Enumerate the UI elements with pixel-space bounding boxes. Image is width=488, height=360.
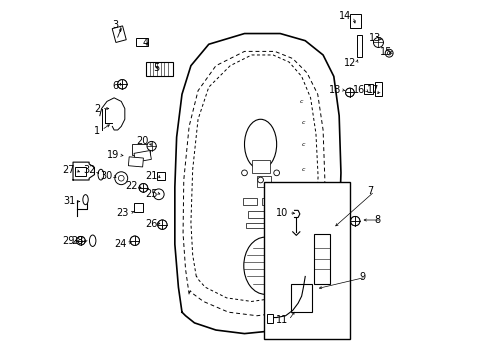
Circle shape [373, 37, 383, 48]
Circle shape [345, 88, 353, 97]
Bar [157, 172, 164, 180]
Text: 30: 30 [100, 171, 112, 181]
Text: 4: 4 [142, 38, 148, 48]
Circle shape [350, 216, 359, 226]
Text: 22: 22 [124, 181, 137, 192]
Ellipse shape [89, 235, 96, 247]
Bar [112, 26, 126, 42]
Bar [313, 234, 329, 284]
Bar [75, 167, 85, 176]
Text: c: c [301, 167, 305, 172]
Text: c: c [301, 142, 305, 147]
Circle shape [77, 237, 85, 245]
Bar [251, 160, 269, 173]
Text: 8: 8 [374, 215, 380, 225]
Text: 13: 13 [368, 33, 380, 43]
Text: 23: 23 [117, 208, 129, 218]
Text: 21: 21 [145, 171, 158, 181]
Bar [257, 176, 271, 187]
Text: 24: 24 [114, 239, 126, 249]
Circle shape [115, 172, 127, 185]
Text: 26: 26 [145, 219, 158, 229]
Text: c: c [299, 99, 303, 104]
Circle shape [153, 189, 164, 200]
Circle shape [139, 184, 147, 192]
Ellipse shape [244, 119, 276, 169]
Bar [262, 198, 276, 205]
Text: 9: 9 [358, 272, 365, 282]
Text: 5: 5 [153, 63, 160, 73]
Bar [242, 198, 257, 205]
Text: 2: 2 [94, 104, 100, 113]
Text: 19: 19 [106, 150, 119, 160]
Text: 31: 31 [63, 197, 76, 206]
Circle shape [257, 177, 263, 183]
Circle shape [147, 141, 156, 151]
Text: 12: 12 [343, 58, 355, 68]
Text: 7: 7 [367, 186, 373, 197]
Circle shape [118, 80, 127, 89]
Circle shape [350, 216, 359, 226]
Bar [134, 150, 151, 162]
Text: 32: 32 [83, 165, 95, 175]
Ellipse shape [98, 169, 103, 180]
Text: 15: 15 [379, 47, 391, 57]
Circle shape [345, 88, 353, 97]
Bar [135, 38, 148, 46]
Text: 11: 11 [275, 315, 287, 325]
Bar [132, 144, 149, 155]
Text: 17: 17 [366, 85, 379, 95]
Ellipse shape [82, 195, 88, 204]
Bar [374, 82, 381, 96]
Text: 3: 3 [112, 19, 119, 30]
Text: 16: 16 [352, 85, 365, 95]
Text: 14: 14 [339, 12, 351, 21]
Circle shape [118, 80, 127, 89]
Circle shape [157, 220, 166, 229]
Circle shape [130, 236, 139, 246]
Bar [264, 182, 349, 339]
Text: 6: 6 [112, 81, 119, 91]
Circle shape [385, 49, 392, 57]
Bar [349, 14, 360, 28]
Bar [356, 35, 362, 57]
Text: 20: 20 [136, 136, 148, 147]
Text: 1: 1 [94, 126, 100, 136]
Circle shape [157, 220, 166, 229]
Circle shape [130, 236, 139, 246]
Bar [146, 62, 173, 76]
Bar [266, 314, 273, 323]
Text: 27: 27 [62, 165, 74, 175]
Text: 29: 29 [62, 237, 74, 247]
Text: 10: 10 [275, 208, 287, 218]
Circle shape [118, 175, 124, 181]
Circle shape [139, 184, 147, 192]
Bar [364, 84, 372, 94]
Ellipse shape [244, 237, 286, 294]
Bar [128, 157, 143, 167]
Circle shape [77, 237, 85, 245]
Bar [134, 203, 142, 212]
Text: 28: 28 [71, 237, 83, 247]
Bar [247, 211, 269, 217]
Circle shape [241, 170, 247, 176]
Text: 25: 25 [145, 189, 158, 199]
Text: c: c [301, 120, 305, 125]
Circle shape [273, 170, 279, 176]
Circle shape [386, 51, 390, 55]
Bar [290, 284, 312, 312]
Bar [246, 222, 271, 228]
Text: 18: 18 [329, 85, 341, 95]
